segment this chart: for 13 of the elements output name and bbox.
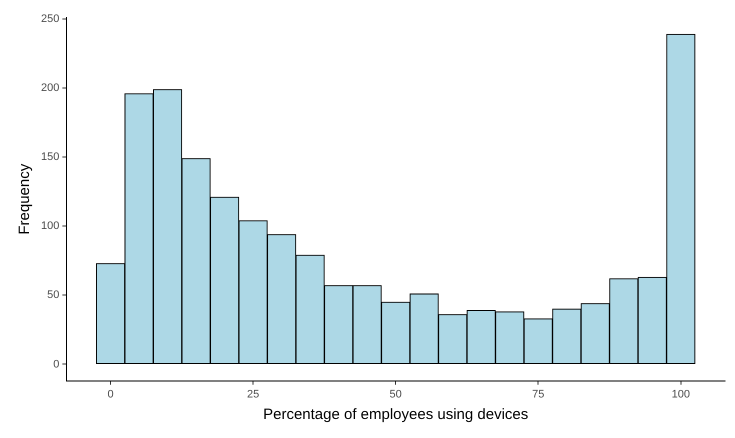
y-tick-label: 200 [40,82,60,94]
x-tick-label: 50 [390,388,402,400]
y-tick-label: 150 [40,151,60,164]
y-axis-title: Frequency [16,163,34,235]
y-tick-label: 0 [53,358,60,370]
y-tick-label: 250 [40,13,60,26]
y-tick-label: 100 [40,220,60,232]
x-tick-label: 100 [672,388,690,400]
x-tick-label: 75 [532,388,544,400]
x-tick-label: 0 [107,388,114,400]
y-tick-label: 50 [47,289,60,302]
x-axis-title: Percentage of employees using devices [263,406,528,424]
x-tick-label: 25 [246,388,260,400]
